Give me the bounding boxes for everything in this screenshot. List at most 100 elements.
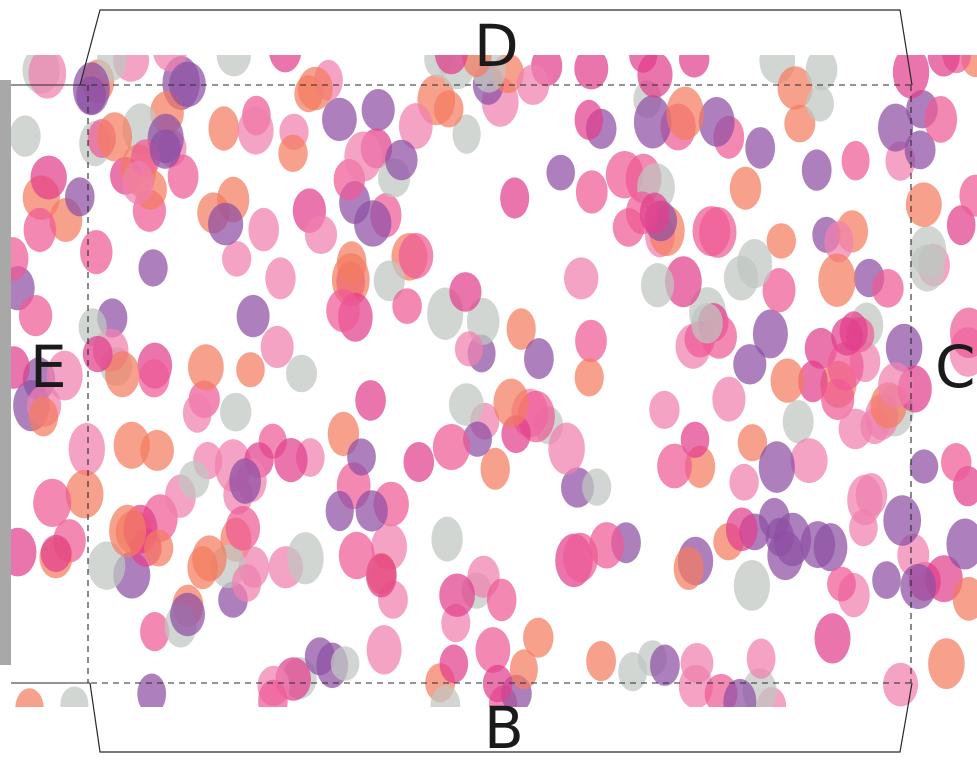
confetti-dot [362,89,395,131]
confetti-dot [641,263,674,307]
confetti-dot [150,130,181,169]
confetti-dot [305,215,337,254]
confetti-dot [674,547,704,590]
confetti-dot [354,200,391,246]
confetti-dot [69,423,105,475]
confetti-dot [298,67,333,111]
confetti-dot [439,574,475,617]
confetti-dot [286,355,317,393]
confetti-dot [691,303,723,343]
confetti-dot [679,40,709,77]
confetti-dot [331,646,360,681]
confetti-dot [209,106,240,150]
confetti-dot [229,458,261,504]
confetti-dot [269,28,302,73]
confetti-dot [248,208,279,252]
confetti-dot [487,579,517,622]
confetti-dot [344,132,382,182]
confetti-dot [431,517,462,562]
confetti-dot [582,468,611,505]
confetti-dot [431,685,461,726]
confetti-dot [726,508,758,552]
confetti-dot [31,156,67,200]
confetti-dot [872,561,901,599]
confetti-dot [455,331,483,366]
flap-label-right: C [935,338,976,396]
confetti-dot [217,33,251,76]
confetti-dot [802,149,832,190]
confetti-dot [170,593,205,636]
confetti-dot [575,358,604,396]
confetti-dot [847,475,882,525]
confetti-dot [440,645,469,684]
confetti-dot [83,336,113,372]
confetti-dot [564,257,598,299]
confetti-dot [41,535,72,572]
confetti-dot [226,506,260,551]
confetti-dot [649,391,679,429]
confetti-dot [574,48,608,90]
confetti-dot [114,422,150,469]
confetti-dot [10,115,41,156]
confetti-dot [730,167,761,210]
confetti-dot [759,441,795,493]
confetti-dot [236,352,265,387]
confetti-dot [806,48,838,90]
confetti-dot [767,223,796,258]
confetti-dot [238,107,274,155]
confetti-dot [723,679,756,725]
confetti-dot [29,397,58,437]
confetti-dot [783,400,814,443]
confetti-pattern [0,28,977,728]
confetti-dot [137,674,166,715]
confetti-dot [183,393,212,432]
confetti-dot [737,239,772,288]
confetti-dot [634,95,672,148]
confetti-dot [144,530,173,567]
confetti-dot [237,295,270,337]
confetti-dot [831,317,863,355]
confetti-dot [109,505,146,558]
confetti-dot [657,444,692,489]
confetti-dot [941,443,971,481]
confetti-dot [815,613,851,663]
flap-label-top: D [474,17,519,75]
confetti-dot [73,62,110,115]
confetti-dot [140,612,169,651]
confetti-dot [872,269,904,308]
confetti-dot [188,344,224,390]
confetti-dot [827,567,856,602]
confetti-dot [681,643,714,683]
confetti-dot [839,409,873,450]
confetti-dot [222,241,251,277]
confetti-dot [883,663,918,707]
confetti-dot [347,438,376,475]
confetti-dot [500,177,529,218]
confetti-dot [392,288,422,324]
confetti-dot [699,97,735,147]
confetti-dot [910,449,939,483]
confetti-dot [712,377,745,422]
confetti-dot [734,560,770,611]
confetti-dot [28,48,66,98]
confetti-dot [179,461,210,499]
confetti-dot [910,245,945,292]
confetti-dot [842,141,870,181]
confetti-dot [339,532,375,579]
confetti-dot [729,464,758,501]
confetti-dot [122,161,154,204]
confetti-dot [924,96,957,143]
confetti-dot [139,359,170,397]
confetti-dot [883,495,921,546]
confetti-dot [434,90,464,127]
confetti-dot [650,645,680,686]
flap-label-left: E [30,338,67,396]
confetti-dot [265,257,295,299]
confetti-dot [0,528,37,577]
confetti-dot [618,652,647,691]
confetti-dot [287,532,324,584]
confetti-dot [900,564,936,609]
confetti-dot [169,62,206,107]
confetti-dot [878,362,914,407]
